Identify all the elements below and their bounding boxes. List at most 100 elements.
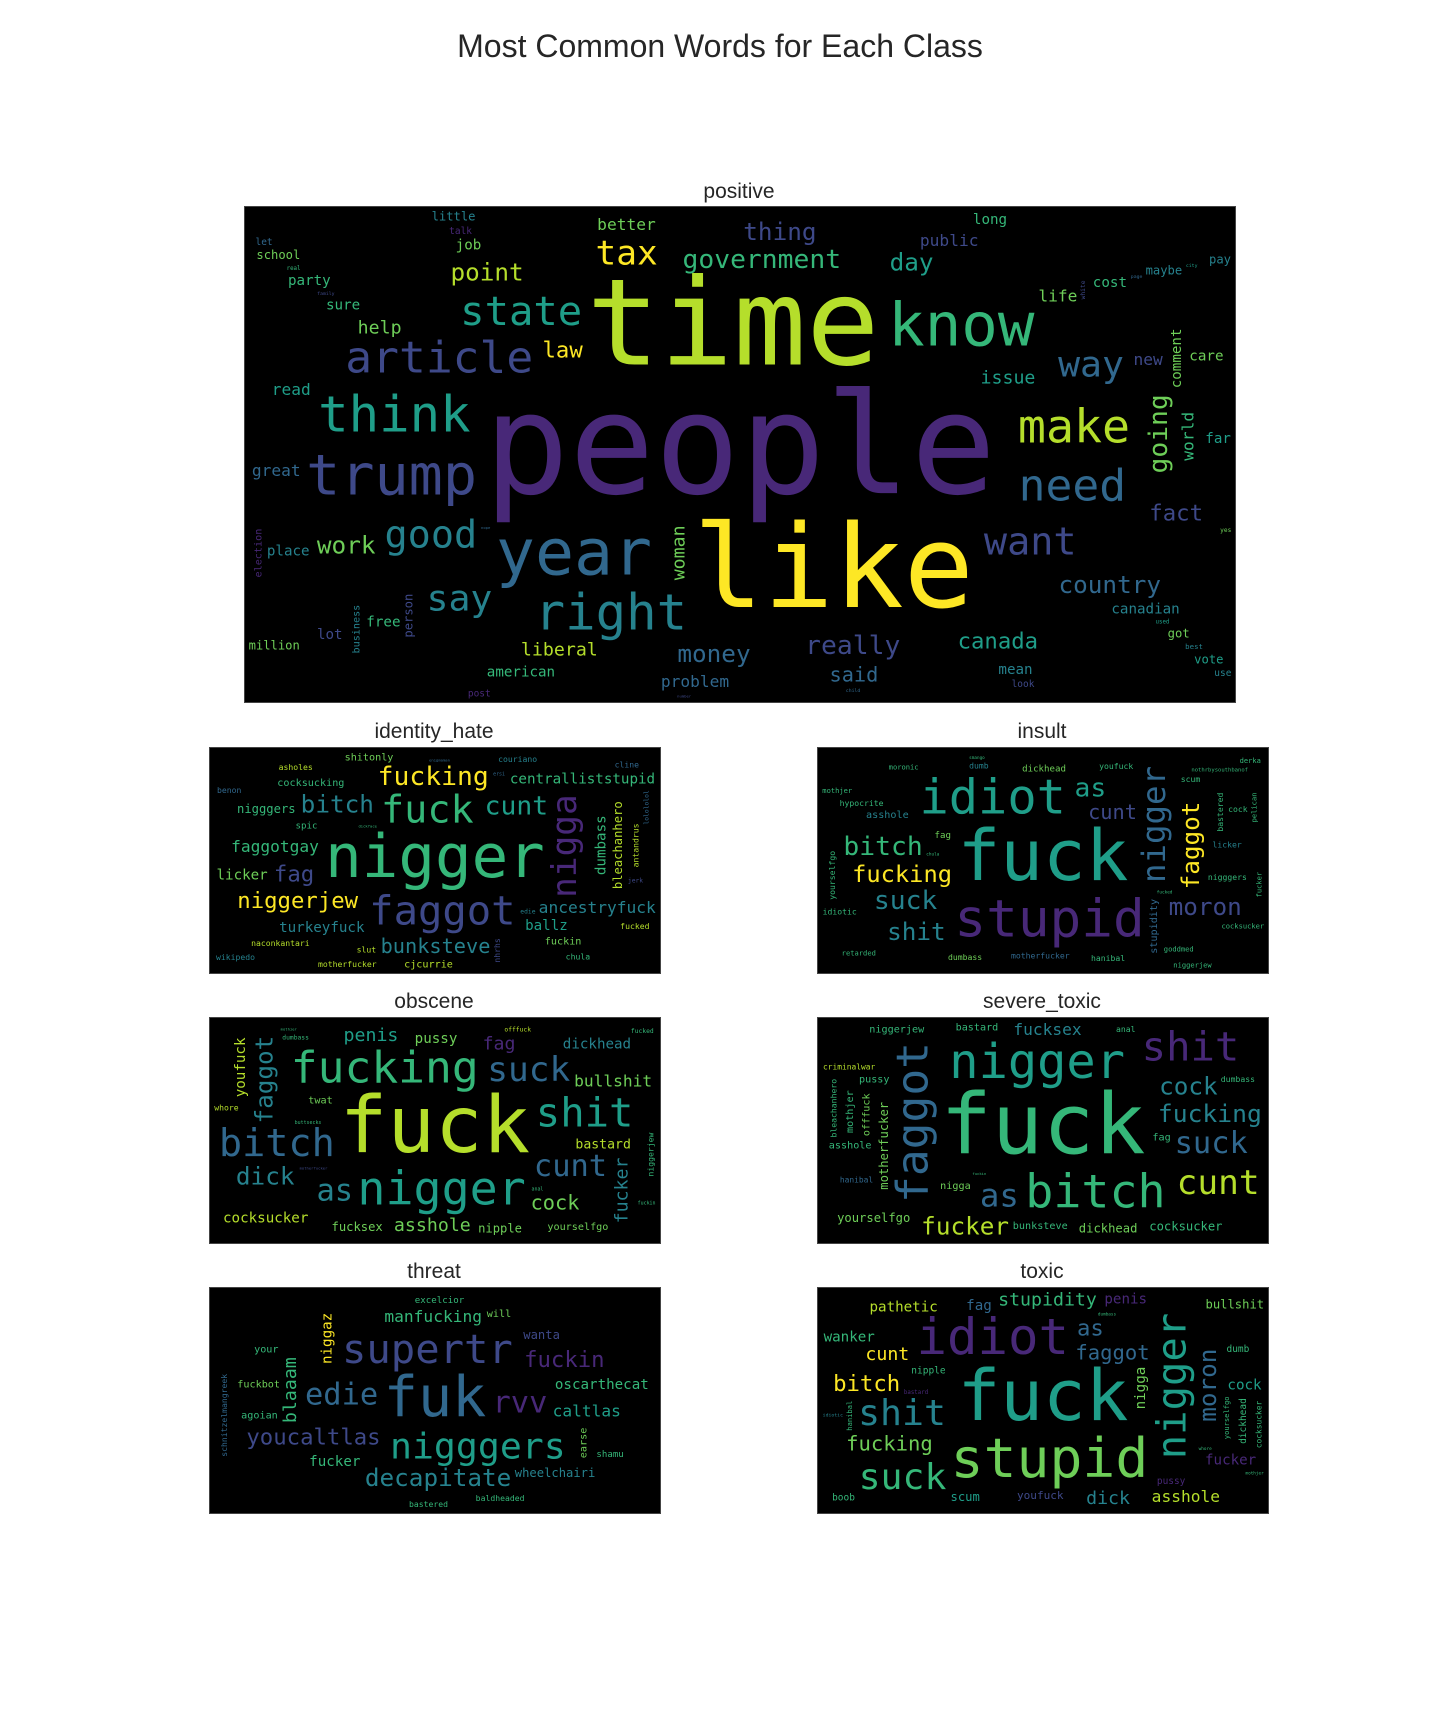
word-cocksucker: cocksucker bbox=[223, 1211, 308, 1227]
word-life: life bbox=[1038, 286, 1077, 305]
word-cock: cock bbox=[1159, 1072, 1218, 1100]
word-bitch: bitch bbox=[833, 1372, 900, 1397]
panel-title-toxic: toxic bbox=[1020, 1260, 1064, 1283]
word-motherfucker: motherfucker bbox=[300, 1165, 329, 1170]
word-shit: shit bbox=[887, 918, 946, 946]
word-nigggers: nigggers bbox=[1208, 873, 1247, 882]
word-lolololol: lolololol bbox=[643, 790, 650, 825]
word-new: new bbox=[1134, 350, 1164, 369]
word-dumbass: dumbass bbox=[1098, 1312, 1117, 1318]
word-offfuck: offfuck bbox=[861, 1093, 872, 1136]
word-bastered: bastered bbox=[1216, 792, 1225, 831]
word-nigger: nigger bbox=[325, 822, 545, 892]
word-stupid: stupid bbox=[951, 1427, 1149, 1490]
word-nipple: nipple bbox=[911, 1366, 946, 1377]
word-cline: cline bbox=[615, 761, 640, 770]
word-cocksucker: cocksucker bbox=[1149, 1220, 1222, 1234]
word-fuck: fuck bbox=[340, 1081, 530, 1171]
word-year: year bbox=[496, 517, 652, 591]
word-public: public bbox=[920, 231, 979, 250]
word-pelican: pelican bbox=[1251, 793, 1259, 823]
word-schnitzelmangreek: schnitzelmangreek bbox=[220, 1374, 229, 1457]
word-far: far bbox=[1205, 431, 1231, 447]
word-idiot: idiot bbox=[917, 1308, 1070, 1366]
word-twat: twat bbox=[308, 1096, 332, 1107]
word-mean: mean bbox=[998, 662, 1032, 678]
word-post: post bbox=[468, 688, 491, 699]
word-school: school bbox=[256, 248, 300, 262]
word-licker: licker bbox=[217, 868, 268, 884]
word-will: will bbox=[487, 1309, 511, 1320]
word-problem: problem bbox=[661, 672, 729, 691]
word-cock: cock bbox=[1227, 1377, 1262, 1393]
word-state: state bbox=[460, 289, 582, 335]
word-caltlas: caltlas bbox=[553, 1402, 621, 1421]
word-shit: shit bbox=[536, 1091, 634, 1137]
word-faggot: faggot bbox=[887, 1042, 938, 1203]
word-country: country bbox=[1059, 571, 1162, 599]
word-fucker: fucker bbox=[1205, 1452, 1256, 1468]
wordcloud-panel-obscene: fuck nigger fucking shit bitch suck cunt as fagg… bbox=[209, 1017, 661, 1244]
word-fucking: fucking bbox=[378, 762, 489, 792]
word-say: say bbox=[427, 579, 493, 620]
word-bitch: bitch bbox=[301, 790, 374, 818]
word-idiot: idiot bbox=[920, 769, 1066, 825]
word-care: care bbox=[1189, 349, 1223, 365]
word-going: going bbox=[1144, 394, 1174, 473]
word-agoian: agoian bbox=[241, 1411, 278, 1422]
word-shit: shit bbox=[1142, 1025, 1240, 1071]
panel-title-identity-hate: identity_hate bbox=[374, 720, 494, 743]
word-cocksucker: cocksucker bbox=[1222, 923, 1265, 931]
word-woman: woman bbox=[668, 525, 689, 580]
word-dumbass: dumbass bbox=[948, 953, 982, 962]
word-fag: fag bbox=[483, 1033, 516, 1054]
word-decapitate: decapitate bbox=[365, 1464, 511, 1492]
word-faggotgay: faggotgay bbox=[231, 837, 319, 856]
word-dick: dick bbox=[1086, 1488, 1130, 1509]
word-buttsecks: buttsecks bbox=[295, 1120, 322, 1126]
word-fucking: fucking bbox=[291, 1042, 479, 1093]
word-cunt: cunt bbox=[534, 1149, 607, 1184]
word-nipple: nipple bbox=[478, 1221, 522, 1235]
word-fag: fag bbox=[274, 862, 314, 887]
word-enigmaman: enigmaman bbox=[429, 758, 450, 763]
word-fuckbot: fuckbot bbox=[237, 1380, 280, 1391]
word-vote: vote bbox=[1194, 652, 1223, 666]
word-mothjer: mothjer bbox=[845, 1090, 856, 1133]
word-world: world bbox=[1179, 412, 1198, 461]
word-penis: penis bbox=[1104, 1292, 1147, 1308]
word-wanker: wanker bbox=[824, 1329, 875, 1345]
word-faggot: faggot bbox=[251, 1036, 279, 1124]
word-nigger: nigger bbox=[1135, 766, 1173, 883]
word-suck: suck bbox=[874, 886, 938, 916]
word-offfuck: offfuck bbox=[504, 1026, 531, 1033]
word-sure: sure bbox=[326, 297, 360, 313]
word-chula: chula bbox=[926, 852, 939, 858]
word-niggerjew: niggerjew bbox=[869, 1024, 925, 1035]
panel-title-obscene: obscene bbox=[394, 990, 474, 1013]
word-motherfucker: motherfucker bbox=[877, 1102, 891, 1190]
word-fucker: fucker bbox=[921, 1212, 1009, 1240]
word-fuk: fuk bbox=[384, 1365, 487, 1430]
word-centralliststupid: centralliststupid bbox=[510, 772, 655, 788]
word-used: used bbox=[1156, 619, 1170, 625]
word-law: law bbox=[543, 339, 584, 364]
word-yourselfgo: yourselfgo bbox=[547, 1222, 608, 1233]
word-nothrbysouthbanof: nothrbysouthbanof bbox=[1191, 767, 1248, 773]
word-nigggers: nigggers bbox=[390, 1427, 566, 1468]
wordcloud-panel-insult: fuck stupid idiot nigger fucking suck bitch as f… bbox=[817, 747, 1269, 974]
word-nigga: nigga bbox=[940, 1181, 971, 1192]
word-licker: licker bbox=[1213, 840, 1242, 849]
word-fucking: fucking bbox=[852, 860, 952, 888]
word-fucker: fucker bbox=[611, 1157, 632, 1223]
word-youfuck: youfuck bbox=[1099, 762, 1133, 771]
word-bleachanhero: bleachanhero bbox=[830, 1079, 839, 1138]
word-bunksteve: bunksteve bbox=[381, 934, 491, 958]
word-idiotic: idiotic bbox=[823, 1413, 843, 1419]
wordcloud-panel-toxic: fuck stupid idiot nigger shit suck fucking fagg… bbox=[817, 1287, 1269, 1514]
word-canadian: canadian bbox=[1111, 601, 1179, 617]
word-fact: fact bbox=[1149, 502, 1203, 527]
word-youfuck: youfuck bbox=[1017, 1489, 1064, 1502]
